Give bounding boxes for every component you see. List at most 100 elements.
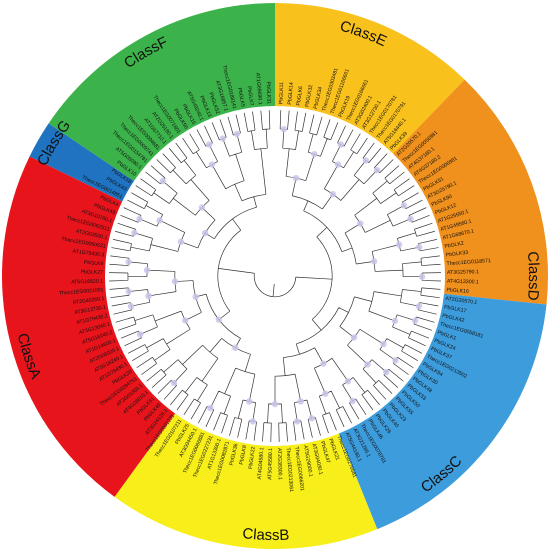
ring-segment-classb (114, 413, 378, 549)
leaf-label: AT2G40260.1 (72, 296, 105, 306)
bootstrap-dot (125, 258, 132, 266)
leaf-label: PbGLK2 (444, 241, 464, 250)
bootstrap-dot (292, 174, 300, 182)
bootstrap-dot (344, 378, 352, 385)
bootstrap-dot (201, 229, 209, 237)
bootstrap-dot (182, 317, 189, 324)
leaf-label: PbGLK11 (278, 82, 285, 104)
leaf-label: AT4G13300.1 (447, 279, 479, 286)
bootstrap-dot (246, 398, 253, 405)
bootstrap-dot (308, 415, 315, 422)
bootstrap-dot (143, 266, 151, 274)
class-color-ring (1, 3, 548, 549)
bootstrap-dot (207, 404, 214, 412)
bootstrap-dot (364, 361, 371, 368)
bootstrap-dot (205, 141, 213, 148)
bootstrap-dot (208, 161, 216, 168)
bootstrap-dot (320, 360, 327, 367)
bootstrap-dot (192, 293, 199, 301)
leaf-label: PbGLK17 (444, 304, 467, 314)
bootstrap-dot (416, 243, 423, 251)
leaf-label: AT1G69690.1 (254, 73, 263, 105)
leaf-label: AT5G29000.1 (302, 445, 314, 478)
bootstrap-dot (198, 204, 206, 211)
bootstrap-dot (350, 334, 358, 341)
bootstrap-dot (383, 368, 390, 376)
leaf-label: PbGLK16 (446, 287, 469, 295)
bootstrap-dot (380, 340, 387, 348)
leaf-label: AT2G20570.1 (445, 296, 478, 306)
leaf-label: PbGLK8 (239, 445, 248, 465)
leaf-label: AT1G79430.3 (72, 249, 105, 259)
ring-segment-classc (338, 293, 547, 530)
bootstrap-dot (329, 191, 337, 198)
ring-segment-classf (48, 3, 275, 181)
tree-background (107, 108, 443, 444)
leaf-label: PbGLK6 (296, 86, 305, 106)
ring-segment-classa (1, 156, 176, 497)
leaf-label: PbGLK22 (248, 446, 257, 469)
bootstrap-dot (370, 258, 378, 265)
leaf-label: PbGLK32 (304, 84, 314, 107)
leaf-label: PbGLK27 (80, 269, 103, 275)
bootstrap-dot (322, 390, 329, 397)
tree-branches (109, 110, 441, 442)
leaf-label: PbGLK34 (313, 86, 324, 109)
bootstrap-dot (249, 418, 256, 425)
bootstrap-dot (159, 177, 166, 185)
bootstrap-dot (136, 215, 143, 223)
ring-segment-classg (29, 123, 135, 202)
bootstrap-dot (271, 400, 279, 408)
leaf-label: AT5G45580.1 (267, 448, 274, 480)
bootstrap-dot (136, 331, 144, 338)
class-label-classb: ClassB (242, 525, 290, 544)
leaf-label: PbGLK33 (445, 250, 468, 259)
bootstrap-dot (407, 215, 414, 223)
bootstrap-dot (294, 418, 301, 425)
leaf-label: AT5G16820.1 (71, 279, 103, 286)
bootstrap-dot (131, 229, 138, 236)
leaf-label: PbGLK42 (442, 313, 465, 324)
leaf-label: Thecc1EG0066201 (293, 446, 305, 491)
bootstrap-dot (171, 278, 179, 285)
leaf-label: AT2G38300.1 (276, 448, 283, 480)
bootstrap-dot (177, 238, 185, 245)
ring-segment-classe (275, 3, 465, 154)
leaf-label: Thecc1EG0118571 (446, 258, 491, 267)
bootstrap-dot (297, 398, 304, 405)
ring-segment-classd (393, 79, 548, 305)
bootstrap-dot (349, 397, 356, 405)
bootstrap-dot (395, 241, 403, 248)
leaf-label: Thecc1EG0213061 (285, 447, 294, 492)
leaf-label: PbGLK36 (229, 443, 240, 466)
bootstrap-dot (125, 288, 132, 295)
bootstrap-dot (400, 202, 408, 209)
bootstrap-dot (337, 141, 345, 148)
bootstrap-dot (415, 303, 423, 310)
bootstrap-dot (391, 317, 399, 325)
leaf-label: PbGLK5 (236, 87, 246, 107)
leaf-label: Thecc1EG0021001 (59, 287, 104, 297)
leaf-label: PbGLK31 (265, 82, 272, 105)
leaf-label: AT4G04580.1 (257, 447, 265, 479)
bootstrap-dot (232, 344, 239, 352)
bootstrap-dot (170, 379, 178, 387)
bootstrap-dot (334, 161, 342, 168)
leaf-label: PbGLK9 (84, 260, 104, 267)
bootstrap-dot (219, 135, 226, 142)
bootstrap-dot (392, 357, 399, 364)
bootstrap-dot (418, 273, 426, 280)
leaf-label: PbGLK14 (287, 82, 295, 105)
bootstrap-dot (145, 292, 152, 300)
bootstrap-dot (233, 130, 241, 138)
leaf-label: PbGLK47 (319, 441, 331, 464)
leaf-label: AT3G25790.1 (447, 269, 479, 276)
bootstrap-dot (373, 166, 381, 174)
leaf-label: AT3G12730.1 (74, 304, 107, 316)
bootstrap-dot (357, 220, 364, 227)
bootstrap-dot (127, 303, 135, 310)
bootstrap-dot (215, 316, 223, 323)
bootstrap-dot (156, 217, 163, 224)
